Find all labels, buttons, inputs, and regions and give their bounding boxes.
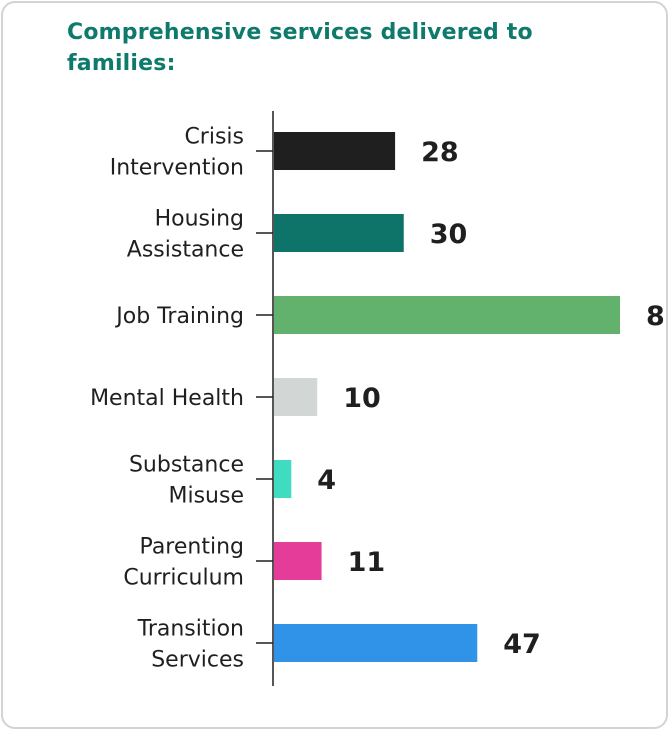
category-label: Misuse	[169, 484, 245, 509]
category-label: Housing	[155, 207, 244, 232]
bar	[274, 378, 318, 416]
value-label: 30	[430, 219, 468, 250]
category-label: Job Training	[114, 304, 244, 329]
value-label: 11	[348, 547, 386, 578]
value-label: 47	[503, 629, 541, 660]
bar	[274, 214, 404, 252]
category-label: Assistance	[127, 238, 244, 263]
value-label: 10	[343, 383, 381, 414]
category-label: Substance	[129, 453, 244, 478]
bar-chart: Crisis Intervention 28 Housing Assistance 30 J…	[90, 111, 668, 686]
bar	[274, 624, 478, 662]
bar	[274, 296, 620, 334]
category-label: Transition	[137, 617, 244, 642]
value-label: 28	[421, 137, 459, 168]
value-label: 80	[646, 301, 668, 332]
bar	[274, 460, 292, 498]
category-label: Intervention	[110, 156, 244, 181]
bar	[274, 542, 322, 580]
category-label: Services	[151, 648, 244, 673]
bar	[274, 132, 396, 170]
category-label: Curriculum	[123, 566, 244, 591]
category-label: Mental Health	[90, 386, 244, 411]
category-label: Crisis	[184, 125, 244, 150]
value-label: 4	[317, 465, 336, 496]
chart-title: Comprehensive services delivered to fami…	[67, 20, 533, 76]
category-label: Parenting	[140, 535, 244, 560]
